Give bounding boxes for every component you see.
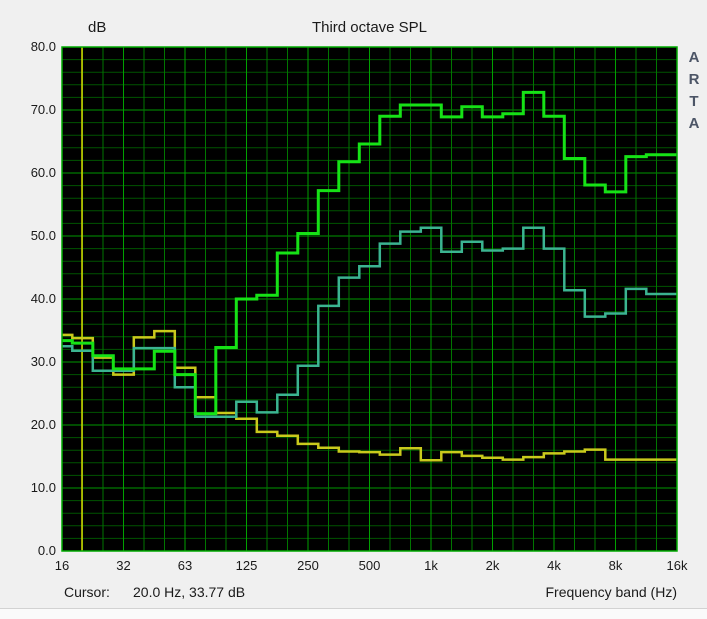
x-tick-label: 16 xyxy=(54,558,70,573)
window-bottom-strip xyxy=(0,608,707,619)
y-tick-label: 50.0 xyxy=(30,228,56,243)
curve-spl-response-green xyxy=(62,90,677,416)
x-tick-label: 4k xyxy=(547,558,561,573)
x-tick-label: 1k xyxy=(424,558,438,573)
watermark-letter: R xyxy=(688,71,700,88)
y-tick-label: 60.0 xyxy=(30,165,56,180)
y-tick-label: 20.0 xyxy=(30,417,56,432)
x-tick-label: 16k xyxy=(666,558,688,573)
watermark-letter: T xyxy=(689,93,699,110)
y-tick-label: 0.0 xyxy=(37,543,56,558)
x-tick-label: 8k xyxy=(608,558,623,573)
spl-curves xyxy=(62,90,677,462)
grid-lines xyxy=(62,47,677,551)
y-tick-label: 70.0 xyxy=(30,102,56,117)
plot-border xyxy=(61,46,678,552)
y-tick-label: 80.0 xyxy=(30,39,56,54)
y-tick-label: 30.0 xyxy=(30,354,56,369)
y-tick-label: 40.0 xyxy=(30,291,56,306)
x-tick-label: 250 xyxy=(297,558,319,573)
x-tick-label: 2k xyxy=(485,558,500,573)
x-tick-label: 125 xyxy=(235,558,258,573)
cursor-readout-value: 20.0 Hz, 33.77 dB xyxy=(133,584,246,600)
y-axis-unit-label: dB xyxy=(88,19,107,36)
watermark-letter: A xyxy=(688,115,700,132)
watermark-letter: A xyxy=(688,49,700,66)
arta-watermark: A R T A xyxy=(682,47,706,135)
x-tick-label: 63 xyxy=(177,558,193,573)
x-axis-title: Frequency band (Hz) xyxy=(545,584,677,600)
chart-title: Third octave SPL xyxy=(311,19,428,36)
y-tick-label: 10.0 xyxy=(30,480,56,495)
x-tick-label: 500 xyxy=(358,558,381,573)
curve-noise-floor-yellow xyxy=(62,329,677,462)
x-tick-label: 32 xyxy=(116,558,131,573)
cursor-readout-label: Cursor: xyxy=(64,584,110,600)
